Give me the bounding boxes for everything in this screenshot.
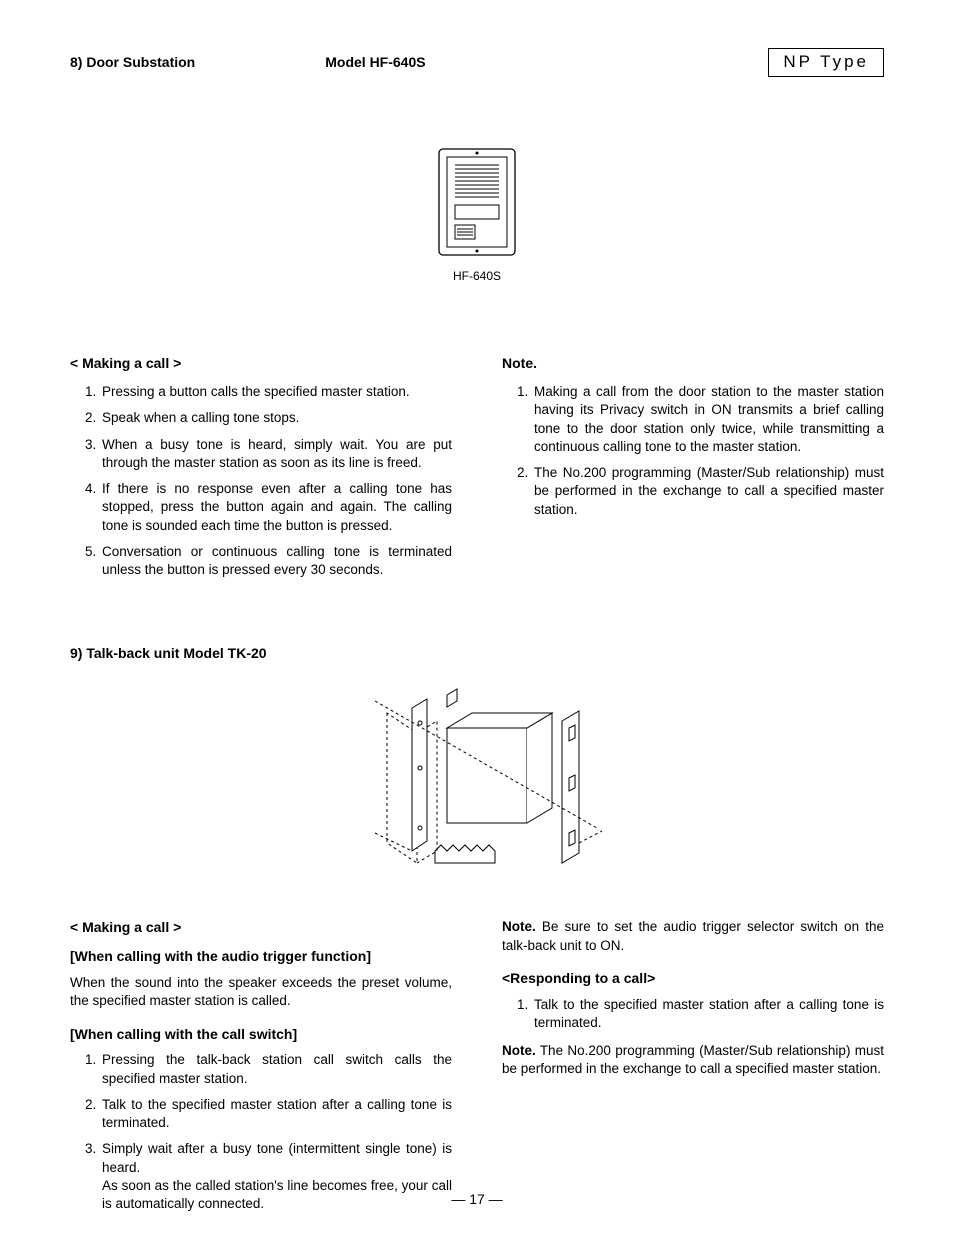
section9-columns: < Making a call > [When calling with the… bbox=[70, 918, 884, 1223]
note-text: The No.200 programming (Master/Sub relat… bbox=[502, 1043, 884, 1076]
page-number: — 17 — bbox=[0, 1190, 954, 1209]
list-item: Talk to the specified master station aft… bbox=[532, 996, 884, 1032]
note-list: Making a call from the door station to t… bbox=[502, 383, 884, 519]
figure-hf640s: HF-640S bbox=[70, 147, 884, 284]
note-audio-trigger: Note. Be sure to set the audio trigger s… bbox=[502, 918, 884, 954]
section8-left: < Making a call > Pressing a button call… bbox=[70, 354, 452, 589]
header-left: 8) Door Substation Model HF-640S bbox=[70, 53, 426, 72]
call-switch-list: Pressing the talk-back station call swit… bbox=[70, 1051, 452, 1213]
door-substation-icon bbox=[437, 147, 517, 257]
list-item: The No.200 programming (Master/Sub relat… bbox=[532, 464, 884, 519]
section8-right: Note. Making a call from the door statio… bbox=[502, 354, 884, 589]
figure-tk20 bbox=[70, 673, 884, 888]
type-box: NP Type bbox=[768, 48, 884, 77]
talkback-unit-icon bbox=[327, 673, 627, 883]
section-8-title: 8) Door Substation bbox=[70, 53, 195, 72]
section9-left: < Making a call > [When calling with the… bbox=[70, 918, 452, 1223]
note-text: Be sure to set the audio trigger selecto… bbox=[502, 919, 884, 952]
list-item: Talk to the specified master station aft… bbox=[100, 1096, 452, 1132]
section8-columns: < Making a call > Pressing a button call… bbox=[70, 354, 884, 589]
list-item: Speak when a calling tone stops. bbox=[100, 409, 452, 427]
note-label: Note. bbox=[502, 1043, 536, 1058]
list-item: Pressing the talk-back station call swit… bbox=[100, 1051, 452, 1087]
note-programming: Note. The No.200 programming (Master/Sub… bbox=[502, 1042, 884, 1078]
audio-trigger-para: When the sound into the speaker exceeds … bbox=[70, 974, 452, 1010]
section-9-title: 9) Talk-back unit Model TK-20 bbox=[70, 644, 884, 663]
note-label: Note. bbox=[502, 919, 536, 934]
section9-right: Note. Be sure to set the audio trigger s… bbox=[502, 918, 884, 1223]
making-call-heading-2: < Making a call > bbox=[70, 918, 452, 937]
call-switch-heading: [When calling with the call switch] bbox=[70, 1025, 452, 1044]
list-item: When a busy tone is heard, simply wait. … bbox=[100, 436, 452, 472]
list-item: Conversation or continuous calling tone … bbox=[100, 543, 452, 579]
making-call-heading: < Making a call > bbox=[70, 354, 452, 373]
making-call-list: Pressing a button calls the specified ma… bbox=[70, 383, 452, 579]
audio-trigger-heading: [When calling with the audio trigger fun… bbox=[70, 947, 452, 966]
note-heading: Note. bbox=[502, 354, 884, 373]
responding-heading: <Responding to a call> bbox=[502, 969, 884, 988]
list-item: If there is no response even after a cal… bbox=[100, 480, 452, 535]
model-label: Model HF-640S bbox=[325, 53, 425, 72]
list-item: Pressing a button calls the specified ma… bbox=[100, 383, 452, 401]
figure1-caption: HF-640S bbox=[70, 268, 884, 284]
list-item: Making a call from the door station to t… bbox=[532, 383, 884, 456]
page-header: 8) Door Substation Model HF-640S NP Type bbox=[70, 48, 884, 77]
responding-list: Talk to the specified master station aft… bbox=[502, 996, 884, 1032]
